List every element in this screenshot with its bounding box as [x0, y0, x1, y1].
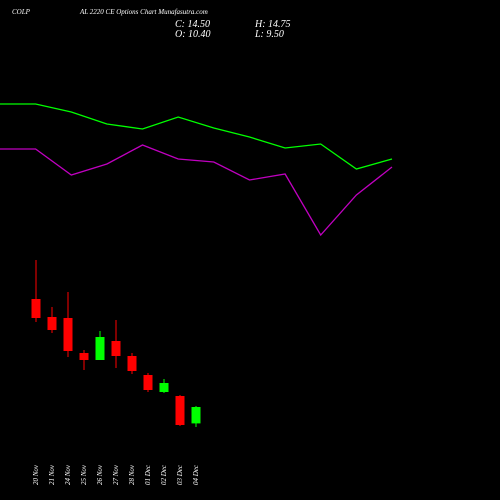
stat: O: 10.40 — [175, 29, 211, 40]
x-tick-label: 20 Nov — [32, 464, 40, 485]
candle-body — [47, 317, 57, 330]
stat: L: 9.50 — [254, 29, 284, 40]
x-tick-label: 21 Nov — [48, 464, 56, 485]
candle-body — [79, 353, 89, 360]
x-tick-label: 25 Nov — [80, 464, 88, 485]
chart-title: AL 2220 CE Options Chart Munafasutra.com — [79, 8, 208, 16]
candle-body — [111, 341, 121, 356]
x-tick-label: 26 Nov — [96, 464, 104, 485]
candle-body — [31, 299, 41, 318]
x-tick-label: 24 Nov — [64, 464, 72, 485]
candle-body — [191, 407, 201, 424]
candle-body — [127, 356, 137, 371]
x-tick-label: 03 Dec — [176, 464, 184, 485]
candle-body — [95, 337, 105, 360]
stat: C: 14.50 — [175, 19, 210, 30]
stat: H: 14.75 — [254, 19, 291, 30]
candle-body — [175, 396, 185, 425]
candle-body — [63, 318, 73, 351]
x-tick-label: 28 Nov — [128, 464, 136, 485]
candle-body — [159, 383, 169, 392]
line-series — [0, 103, 393, 170]
x-tick-label: 01 Dec — [144, 464, 152, 485]
x-tick-label: 04 Dec — [192, 464, 200, 485]
candle-body — [143, 375, 153, 390]
line-series — [0, 144, 393, 237]
x-tick-label: 02 Dec — [160, 464, 168, 485]
chart-title-left: COLP — [12, 8, 31, 16]
x-tick-label: 27 Nov — [112, 464, 120, 485]
